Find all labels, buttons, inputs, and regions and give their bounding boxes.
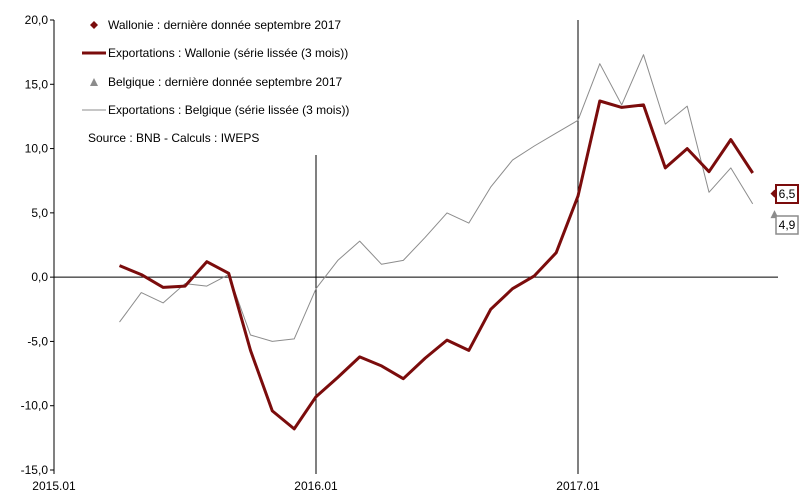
legend-belgique-marker-label: Belgique : dernière donnée septembre 201… (108, 75, 342, 89)
y-tick-label: 10,0 (25, 142, 49, 156)
y-tick-label: 15,0 (25, 77, 49, 91)
y-tick-label: 5,0 (31, 206, 48, 220)
y-tick-label: 0,0 (31, 270, 48, 284)
wallonie-value-box (775, 184, 799, 204)
belgique-value-label: 4,9 (779, 218, 796, 232)
legend-wallonie-marker (90, 21, 98, 29)
wallonie-line (118, 99, 754, 431)
x-axis: 2015.01 2016.01 2017.01 (32, 276, 778, 493)
legend-wallonie-line-label: Exportations : Wallonie (série lissée (3… (108, 46, 348, 60)
y-tick-label: -5,0 (27, 334, 48, 348)
y-axis: -15,0 -10,0 -5,0 0,0 5,0 10,0 15,0 20,0 (21, 13, 55, 477)
legend-belgique-marker (90, 78, 98, 86)
belgique-line (119, 54, 754, 342)
x-tick-label: 2016.01 (294, 479, 338, 493)
legend-belgique-line-label: Exportations : Belgique (série lissée (3… (108, 103, 349, 117)
x-tick-label: 2015.01 (32, 479, 76, 493)
legend: Wallonie : dernière donnée septembre 201… (82, 18, 349, 145)
source-note: Source : BNB - Calculs : IWEPS (88, 131, 259, 145)
y-tick-label: -10,0 (21, 399, 49, 413)
x-tick-label: 2017.01 (556, 479, 600, 493)
belgique-value-box (775, 215, 799, 235)
y-tick-label: 20,0 (25, 13, 49, 27)
y-tick-label: -15,0 (21, 463, 49, 477)
year-separators (315, 20, 579, 470)
wallonie-value-label: 6,5 (779, 187, 796, 201)
end-markers: 6,5 4,9 (770, 184, 799, 235)
legend-wallonie-marker-label: Wallonie : dernière donnée septembre 201… (108, 18, 341, 32)
series-lines (118, 54, 754, 431)
